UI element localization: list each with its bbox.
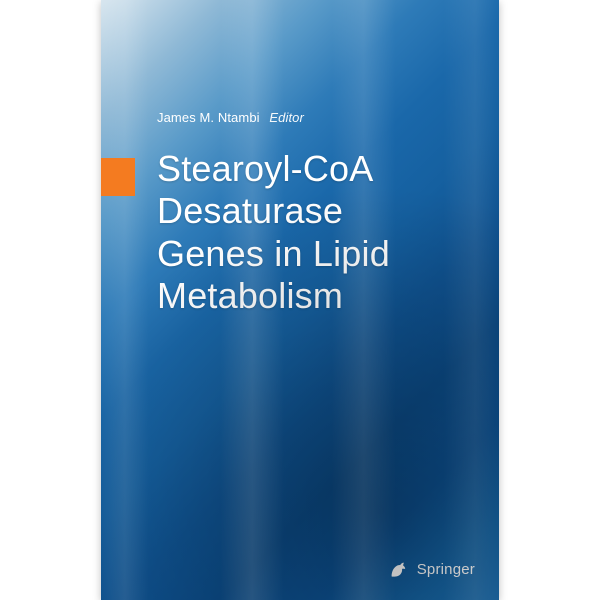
publisher-name: Springer	[417, 561, 475, 578]
springer-logo-icon	[387, 558, 409, 580]
publisher-block: Springer	[387, 558, 475, 580]
editor-name: James M. Ntambi	[157, 110, 260, 125]
book-cover: James M. Ntambi Editor Stearoyl-CoA Desa…	[101, 0, 499, 600]
title-line-1: Stearoyl-CoA	[157, 148, 475, 190]
title-line-2: Desaturase	[157, 190, 475, 232]
page-container: James M. Ntambi Editor Stearoyl-CoA Desa…	[0, 0, 600, 600]
title-line-3: Genes in Lipid	[157, 233, 475, 275]
editor-block: James M. Ntambi Editor	[157, 110, 469, 125]
book-title: Stearoyl-CoA Desaturase Genes in Lipid M…	[157, 148, 475, 318]
title-line-4: Metabolism	[157, 275, 475, 317]
editor-role: Editor	[269, 110, 304, 125]
accent-bar	[101, 158, 135, 196]
